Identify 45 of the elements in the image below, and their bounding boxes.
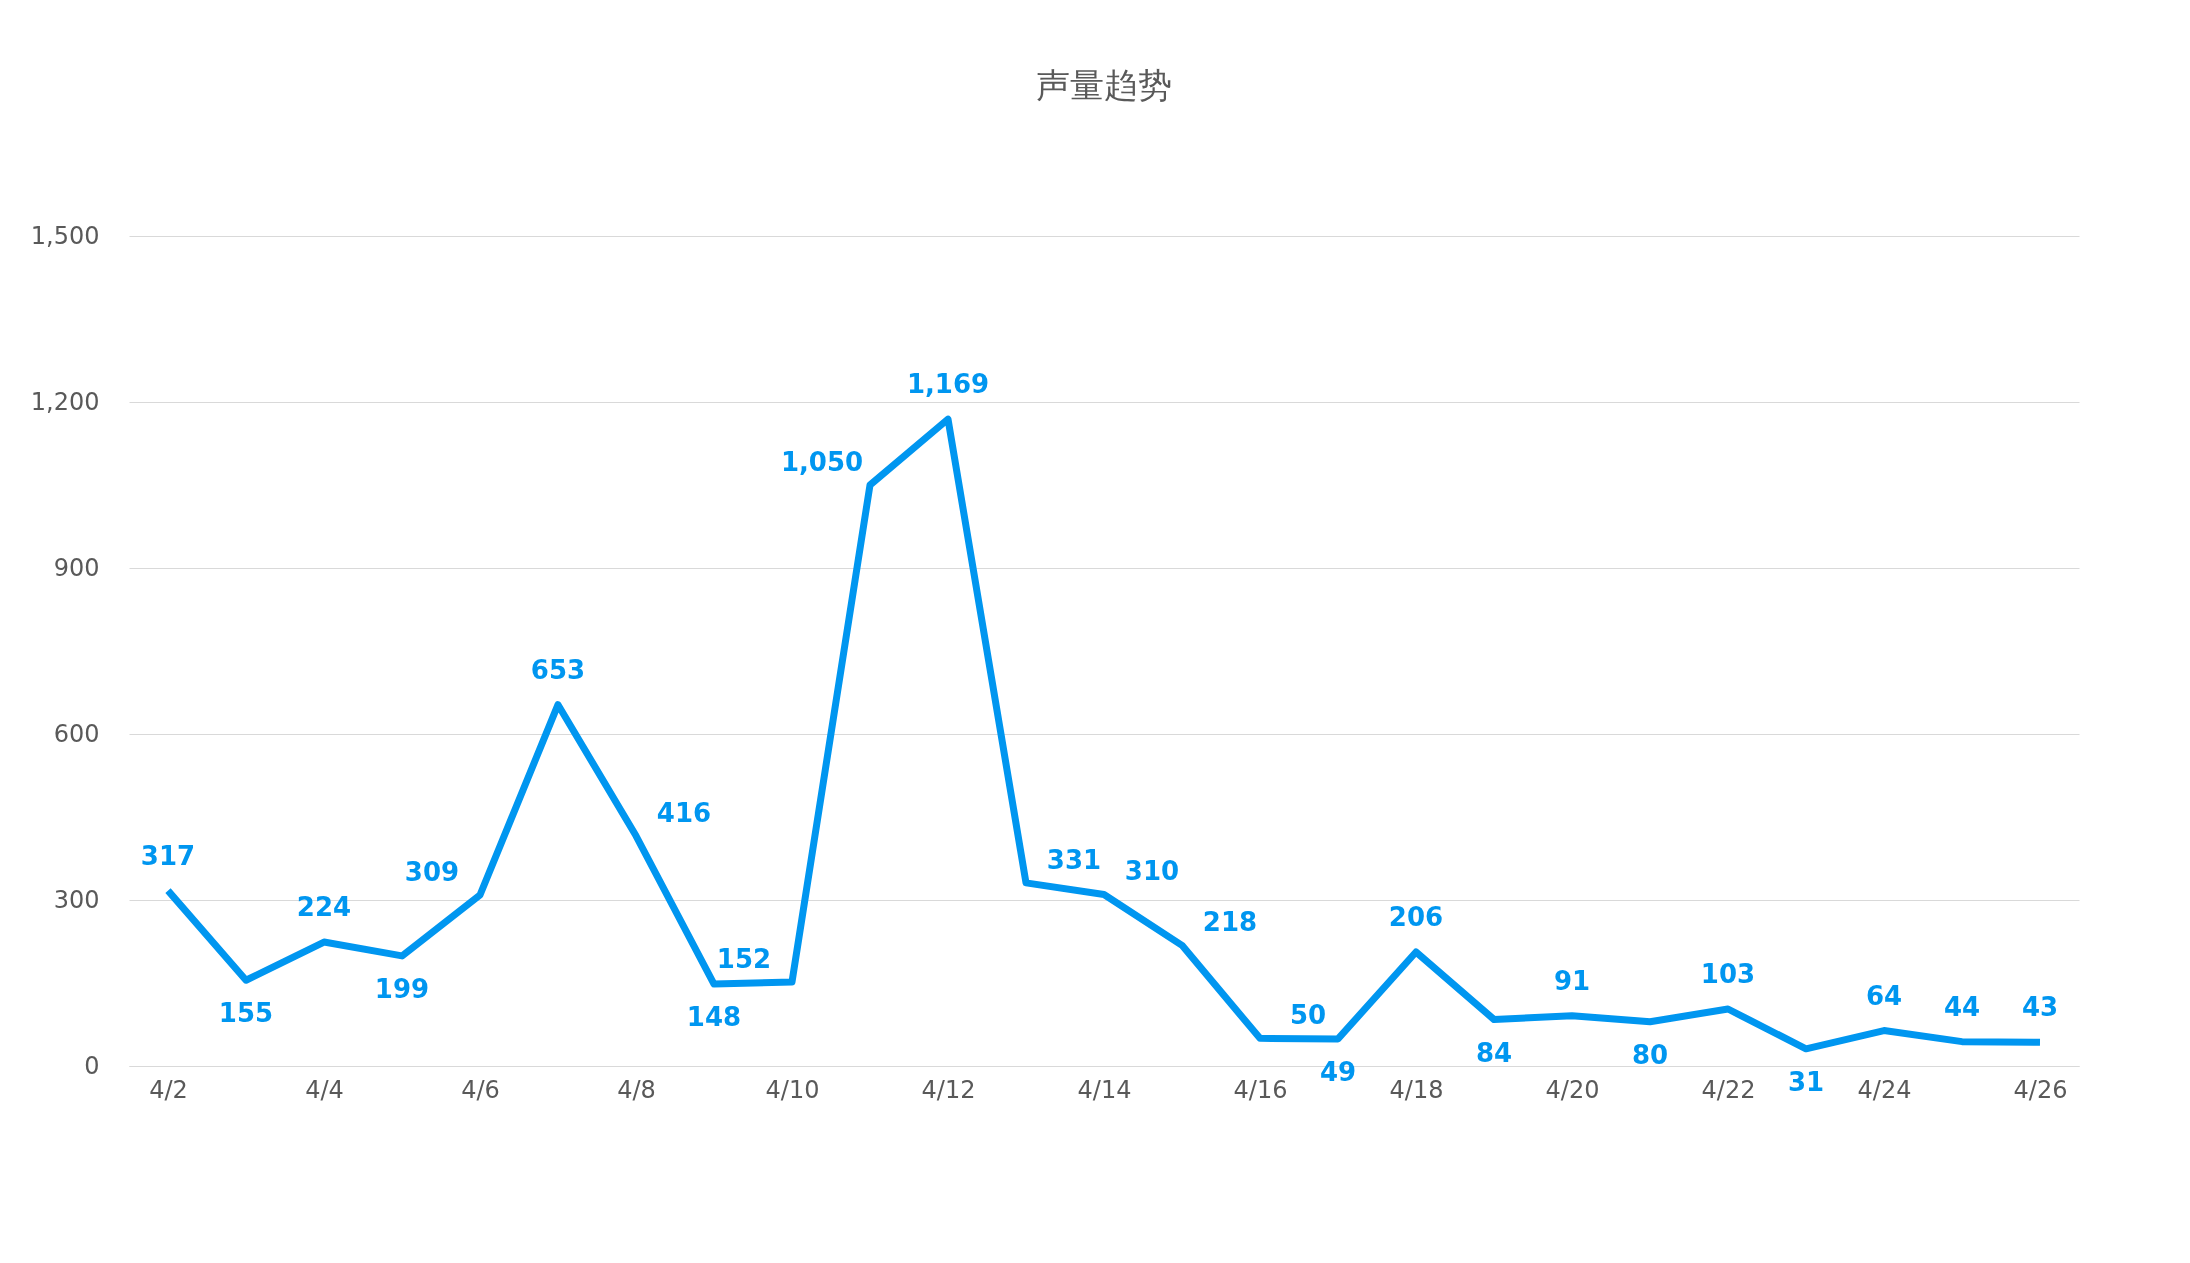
x-tick-label: 4/8 xyxy=(617,1075,656,1104)
data-label: 91 xyxy=(1553,965,1591,996)
x-tick-label: 4/6 xyxy=(461,1075,500,1104)
data-label: 103 xyxy=(1700,959,1756,990)
data-label: 416 xyxy=(656,797,712,828)
chart-title: 声量趋势 xyxy=(1036,65,1172,105)
data-label: 148 xyxy=(686,1002,742,1033)
x-tick-label: 4/18 xyxy=(1389,1075,1444,1104)
data-label: 64 xyxy=(1865,980,1903,1011)
data-label: 224 xyxy=(296,892,352,923)
data-label: 206 xyxy=(1388,902,1444,933)
x-tick-label: 4/20 xyxy=(1545,1075,1600,1104)
x-tick-label: 4/2 xyxy=(149,1075,188,1104)
data-label: 44 xyxy=(1943,991,1981,1022)
data-label: 653 xyxy=(530,654,586,685)
x-tick-label: 4/22 xyxy=(1701,1075,1756,1104)
x-tick-label: 4/12 xyxy=(921,1075,976,1104)
data-label: 331 xyxy=(1046,844,1102,875)
x-tick-label: 4/16 xyxy=(1233,1075,1288,1104)
data-label: 310 xyxy=(1124,856,1180,887)
x-tick-label: 4/4 xyxy=(305,1075,344,1104)
data-label: 309 xyxy=(404,857,460,888)
data-label: 43 xyxy=(2021,992,2059,1023)
y-tick-label: 1,500 xyxy=(30,221,100,250)
data-label: 50 xyxy=(1289,1000,1327,1031)
data-label: 155 xyxy=(218,998,274,1029)
y-tick-label: 1,200 xyxy=(30,387,100,416)
data-label: 84 xyxy=(1475,1037,1513,1068)
data-label: 317 xyxy=(140,840,196,871)
data-label: 152 xyxy=(716,943,772,974)
data-label: 1,169 xyxy=(906,369,990,400)
data-label: 218 xyxy=(1202,907,1258,938)
x-tick-label: 4/24 xyxy=(1857,1075,1912,1104)
y-tick-label: 900 xyxy=(53,553,100,582)
data-label: 199 xyxy=(374,973,430,1004)
x-tick-label: 4/14 xyxy=(1077,1075,1132,1104)
data-label: 31 xyxy=(1787,1066,1825,1097)
x-tick-label: 4/10 xyxy=(765,1075,820,1104)
data-label: 1,050 xyxy=(780,447,864,477)
y-tick-label: 300 xyxy=(53,885,100,914)
data-label: 80 xyxy=(1631,1039,1669,1070)
x-tick-label: 4/26 xyxy=(2013,1075,2068,1104)
data-label: 49 xyxy=(1319,1056,1357,1087)
y-tick-label: 600 xyxy=(53,719,100,748)
y-tick-label: 0 xyxy=(84,1051,100,1080)
